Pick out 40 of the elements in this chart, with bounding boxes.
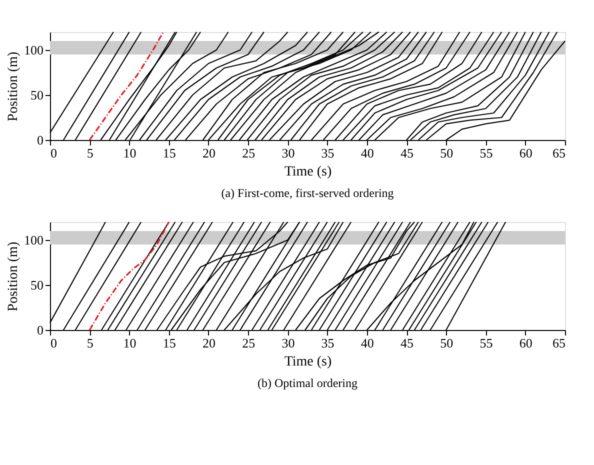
y-tick-label: 100 [24, 232, 44, 248]
x-tick-label: 40 [360, 336, 374, 350]
x-tick-label: 35 [321, 146, 334, 160]
x-tick-label: 15 [162, 146, 176, 160]
x-tick-label: 55 [480, 336, 493, 350]
x-tick-label: 5 [86, 146, 94, 160]
y-axis-title: Position (m) [6, 241, 21, 312]
y-tick-label: 0 [37, 132, 44, 148]
x-tick-label: 30 [282, 146, 295, 160]
x-tick-label: 65 [552, 336, 566, 350]
y-tick-label: 50 [30, 88, 44, 102]
x-tick-label: 25 [242, 336, 256, 350]
x-tick-label: 0 [50, 146, 57, 160]
x-tick-label: 0 [50, 336, 57, 350]
y-axis-title: Position (m) [6, 51, 21, 122]
x-tick-label: 55 [480, 146, 493, 160]
y-tick-label: 100 [24, 42, 44, 58]
x-tick-label: 5 [86, 336, 94, 350]
x-tick-label: 10 [123, 146, 136, 160]
x-tick-label: 45 [400, 336, 414, 350]
text: (a) First-come, first-served ordering [221, 186, 394, 200]
x-axis-title: Time (s) [284, 164, 332, 180]
text: (b) Optimal ordering [258, 376, 358, 390]
x-tick-label: 20 [202, 336, 216, 350]
x-tick-label: 25 [242, 146, 256, 160]
x-tick-label: 20 [202, 146, 216, 160]
x-axis-title: Time (s) [284, 354, 332, 370]
y-tick-label: 50 [30, 278, 44, 292]
x-tick-label: 65 [552, 146, 566, 160]
x-tick-label: 50 [440, 336, 454, 350]
x-tick-label: 40 [360, 146, 374, 160]
x-tick-label: 60 [519, 336, 532, 350]
x-tick-label: 15 [162, 336, 176, 350]
x-tick-label: 30 [282, 336, 295, 350]
x-tick-label: 45 [400, 146, 414, 160]
x-tick-label: 10 [123, 336, 136, 350]
x-tick-label: 50 [440, 146, 454, 160]
y-tick-label: 0 [37, 322, 44, 338]
x-tick-label: 60 [519, 146, 532, 160]
x-tick-label: 35 [321, 336, 334, 350]
